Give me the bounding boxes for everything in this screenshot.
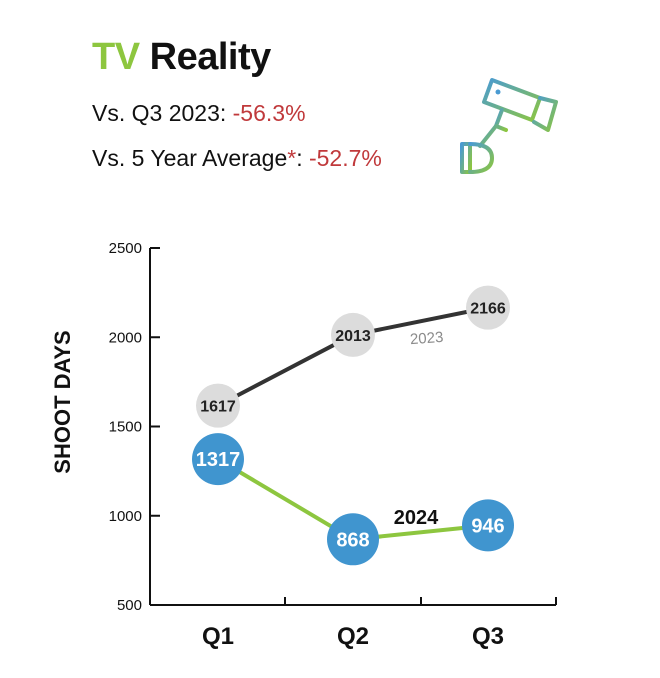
stat-vs-5yr-asterisk: *: [287, 145, 297, 171]
series-2023-point: [196, 383, 240, 428]
x-tick-label: Q3: [472, 623, 504, 650]
series-2023-data-label: 2166: [470, 301, 506, 318]
y-tick-label: 2500: [109, 240, 142, 257]
series-2023-data-label: 2013: [335, 328, 371, 345]
series-2024-point: [192, 433, 244, 486]
series-2023-name: 2023: [409, 329, 443, 348]
y-tick-label: 1000: [109, 508, 142, 525]
series-2024-point: [462, 499, 514, 552]
chart-title: TV Reality: [92, 36, 271, 79]
security-camera-icon: [460, 78, 558, 174]
series-2024-data-label: 868: [336, 529, 369, 551]
series-2023-data-label: 1617: [200, 399, 236, 416]
stat-vs-q3-value: -56.3%: [232, 100, 306, 126]
x-tick-label: Q1: [202, 623, 234, 650]
stat-vs-q3: Vs. Q3 2023: -56.3%: [92, 100, 306, 127]
stat-vs-5yr-label: Vs. 5 Year Average: [92, 145, 288, 171]
stat-vs-5yr-colon: :: [296, 145, 309, 171]
y-tick-label: 2000: [109, 329, 142, 346]
series-2024-name: 2024: [394, 507, 439, 529]
series-2023-point: [466, 285, 510, 330]
series-2024-data-label: 946: [471, 515, 504, 537]
series-2024-point: [327, 513, 379, 566]
title-text: Reality: [149, 36, 272, 78]
stat-vs-5yr-value: -52.7%: [308, 145, 382, 171]
y-tick-label: 500: [117, 597, 142, 614]
stat-vs-q3-label: Vs. Q3 2023:: [92, 100, 233, 126]
y-axis-label: SHOOT DAYS: [50, 330, 75, 473]
y-tick-label: 1500: [109, 419, 142, 436]
series-2024-data-label: 1317: [196, 449, 241, 471]
x-tick-label: Q2: [337, 623, 369, 650]
stat-vs-5yr: Vs. 5 Year Average*: -52.7%: [92, 145, 382, 172]
series-2023-point: [331, 312, 375, 357]
title-accent: TV: [92, 36, 140, 78]
